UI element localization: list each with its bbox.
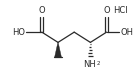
Polygon shape bbox=[55, 42, 61, 57]
Text: O: O bbox=[39, 6, 45, 15]
Text: O: O bbox=[103, 6, 110, 15]
Text: HCl: HCl bbox=[113, 6, 127, 15]
Text: 2: 2 bbox=[97, 61, 100, 66]
Text: NH: NH bbox=[83, 60, 95, 69]
Text: HO: HO bbox=[12, 28, 25, 37]
Text: OH: OH bbox=[120, 28, 133, 37]
